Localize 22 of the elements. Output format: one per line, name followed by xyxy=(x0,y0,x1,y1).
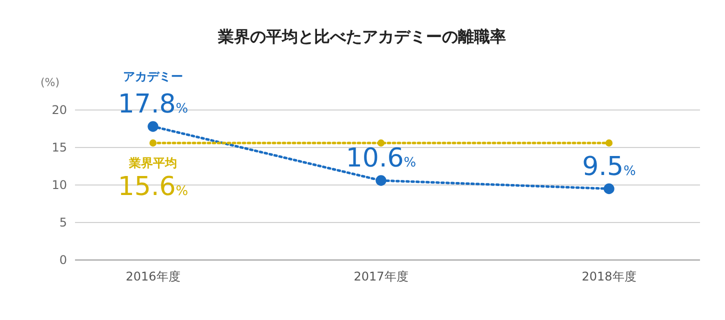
point xyxy=(149,139,157,147)
point xyxy=(605,139,613,147)
y-tick-label: 0 xyxy=(59,252,67,267)
data-label: 15.6% xyxy=(118,172,188,202)
point xyxy=(377,139,385,147)
point xyxy=(376,175,386,186)
x-tick-label: 2016年度 xyxy=(126,270,180,284)
y-tick-label: 10 xyxy=(52,178,67,192)
point xyxy=(148,121,158,132)
text: アカデミー xyxy=(123,70,183,84)
y-axis-title: (%) xyxy=(40,76,60,89)
chart-title: 業界の平均と比べたアカデミーの離職率 xyxy=(217,27,506,46)
y-tick-label: 15 xyxy=(52,140,67,154)
series-label: 業界平均 xyxy=(128,156,177,170)
y-tick-label: 20 xyxy=(52,102,67,117)
data-label: 17.8% xyxy=(118,90,188,120)
x-tick-label: 2017年度 xyxy=(354,270,408,284)
y-tick-label: 5 xyxy=(59,215,67,230)
point xyxy=(604,183,614,194)
x-tick-label: 2018年度 xyxy=(582,270,636,284)
data-label: 10.6% xyxy=(346,144,416,174)
data-label: 9.5% xyxy=(582,152,636,182)
